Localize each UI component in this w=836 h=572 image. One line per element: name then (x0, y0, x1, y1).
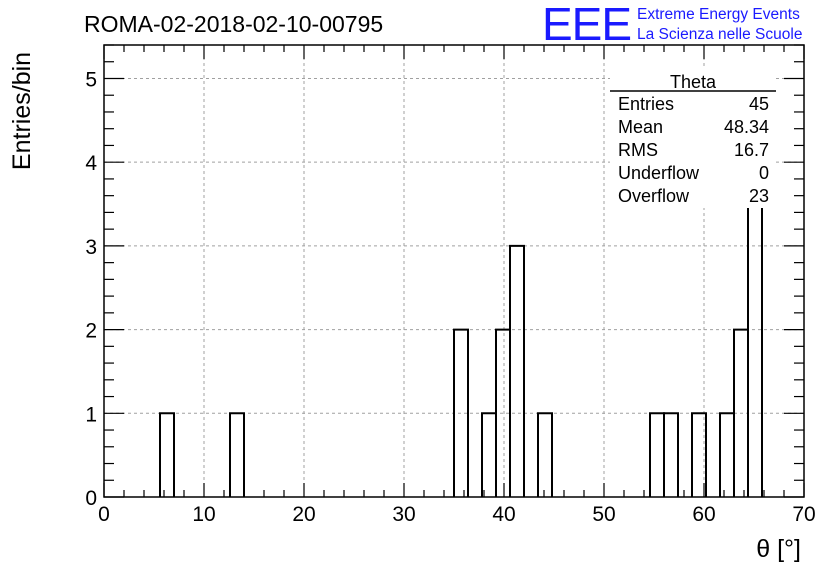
x-tick-label: 30 (392, 503, 415, 526)
y-tick-label: 3 (85, 236, 97, 259)
stat-label-entries: Entries (618, 94, 674, 114)
y-tick-label: 1 (85, 403, 97, 426)
stats-box-title: Theta (670, 72, 717, 92)
histogram-bin (691, 412, 707, 497)
stat-value-rms: 16.7 (734, 140, 769, 160)
x-tick-label: 0 (98, 503, 110, 526)
histogram-bin (453, 328, 469, 497)
histogram-bin (663, 412, 679, 497)
y-tick-label: 4 (85, 152, 97, 175)
stat-value-underflow: 0 (759, 163, 769, 183)
x-tick-label: 20 (292, 503, 315, 526)
stat-label-rms: RMS (618, 140, 658, 160)
histogram-bin (719, 412, 735, 497)
histogram-bin (649, 412, 665, 497)
axes-frame (103, 44, 805, 498)
stat-value-overflow: 23 (749, 186, 769, 206)
stat-label-underflow: Underflow (618, 163, 700, 183)
run-title: ROMA-02-2018-02-10-00795 (84, 11, 383, 37)
y-axis-title: Entries/bin (8, 52, 36, 170)
histogram-bin (509, 244, 525, 497)
histogram-bin (229, 412, 245, 497)
x-tick-label: 60 (692, 503, 715, 526)
logo-line-1: Extreme Energy Events (637, 6, 800, 23)
x-tick-label: 50 (592, 503, 615, 526)
stat-value-mean: 48.34 (724, 117, 769, 137)
y-tick-label: 0 (85, 487, 97, 510)
y-tick-label: 2 (85, 320, 97, 343)
stat-label-overflow: Overflow (618, 186, 690, 206)
x-tick-label: 40 (492, 503, 515, 526)
x-tick-label: 10 (192, 503, 215, 526)
y-tick-label: 5 (85, 68, 97, 91)
stat-value-entries: 45 (749, 94, 769, 114)
x-tick-label: 70 (792, 503, 815, 526)
x-axis-title: θ [°] (756, 535, 801, 563)
histogram-bin (537, 412, 553, 497)
stat-label-mean: Mean (618, 117, 663, 137)
eee-logo-mark: EEE (542, 0, 631, 50)
histogram-bin (159, 412, 175, 497)
histogram-bin (481, 412, 497, 497)
logo-line-2: La Scienza nelle Scuole (637, 26, 802, 43)
plot-frame (103, 44, 805, 498)
stats-box: Theta Entries 45 Mean 48.34 RMS 16.7 Und… (610, 68, 776, 208)
